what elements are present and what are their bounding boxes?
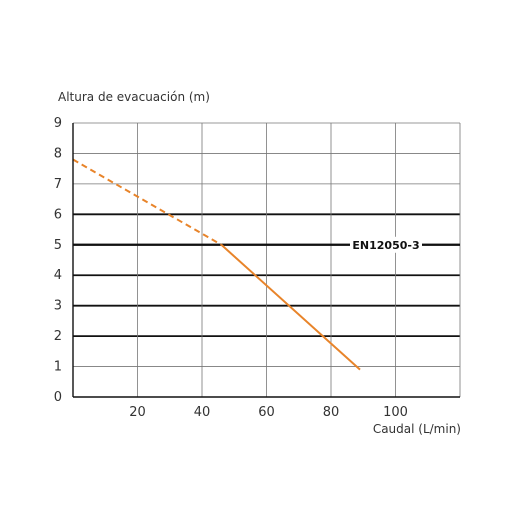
- series-line-dashed: [72, 158, 222, 246]
- series-line-solid: [220, 244, 361, 371]
- y-tick-label-6: 6: [54, 207, 62, 222]
- y-axis-label: Altura de evacuación (m): [58, 90, 210, 104]
- y-tick-label-3: 3: [54, 299, 62, 314]
- y-tick-label-5: 5: [54, 238, 62, 253]
- y-tick-label-9: 9: [54, 116, 62, 131]
- x-tick-label-100: 100: [383, 405, 408, 420]
- reference-label-bg: [350, 236, 422, 253]
- y-tick-label-1: 1: [54, 360, 62, 375]
- y-tick-label-2: 2: [54, 329, 62, 344]
- y-tick-label-0: 0: [54, 390, 62, 405]
- axes: 0 1 2 3 4 5 6 7 8 9 20 40 60 80 100: [54, 116, 460, 420]
- grid: [73, 122, 461, 397]
- reference-line-group: EN12050-3: [73, 236, 460, 253]
- x-axis-label: Caudal (L/min): [373, 422, 461, 436]
- x-tick-label-60: 60: [258, 405, 275, 420]
- y-tick-label-4: 4: [54, 268, 62, 283]
- y-tick-label-7: 7: [54, 177, 62, 192]
- reference-label: EN12050-3: [352, 239, 419, 252]
- x-tick-label-40: 40: [194, 405, 211, 420]
- series-group: [72, 158, 361, 371]
- y-tick-label-8: 8: [54, 146, 62, 161]
- x-tick-label-80: 80: [323, 405, 340, 420]
- x-tick-label-20: 20: [129, 405, 146, 420]
